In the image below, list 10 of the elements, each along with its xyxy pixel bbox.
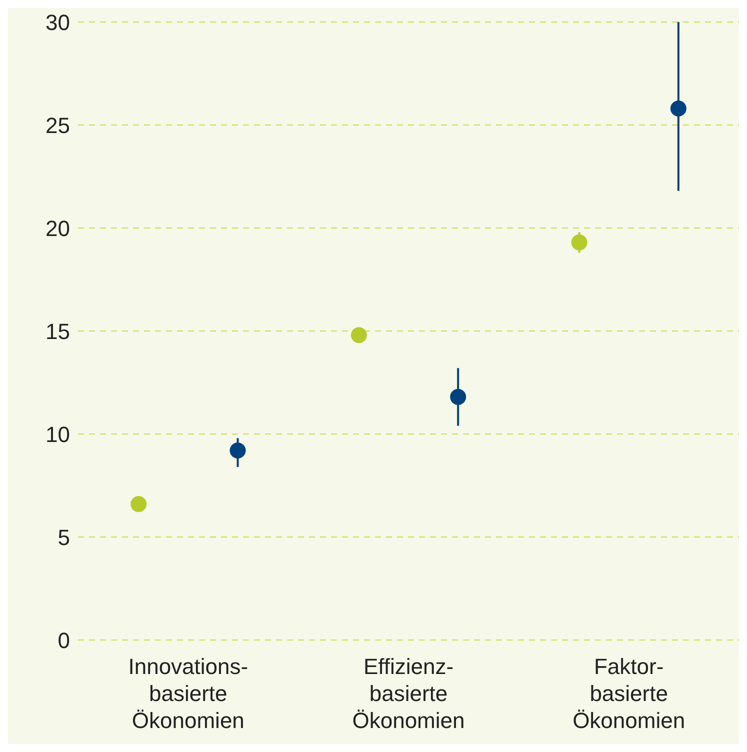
y-tick-label: 30 <box>46 10 70 35</box>
y-tick-label: 25 <box>46 112 70 138</box>
x-tick-label: Faktor- basierte Ökonomien <box>572 654 686 733</box>
y-tick-label: 15 <box>46 318 70 344</box>
y-tick-label: 10 <box>46 422 70 447</box>
y-tick-label: 5 <box>58 524 70 550</box>
x-tick-label: Innovations- basierte Ökonomien <box>128 654 248 733</box>
y-tick-label: 20 <box>46 216 70 241</box>
x-tick-label: Effizienz- basierte Ökonomien <box>352 654 465 733</box>
y-tick-label: 0 <box>58 628 70 653</box>
